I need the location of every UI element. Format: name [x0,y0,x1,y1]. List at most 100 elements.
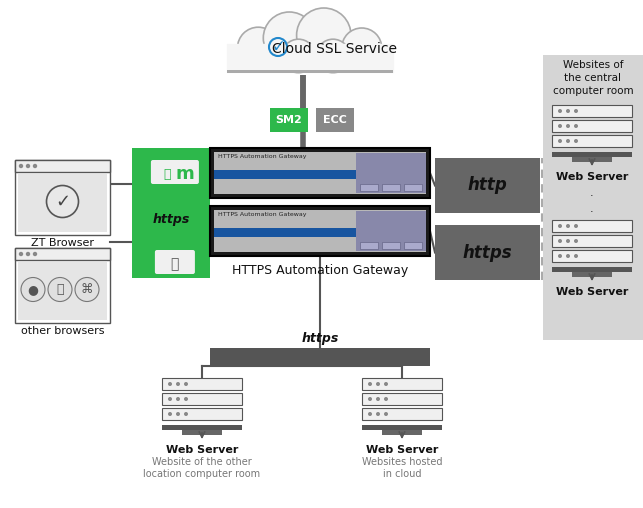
Circle shape [46,185,78,217]
Circle shape [296,8,351,62]
Circle shape [574,139,578,143]
Circle shape [184,412,188,416]
FancyBboxPatch shape [552,105,632,117]
FancyBboxPatch shape [360,184,378,191]
Circle shape [184,382,188,386]
Text: http: http [467,176,507,195]
FancyBboxPatch shape [362,408,442,420]
Circle shape [184,397,188,401]
FancyBboxPatch shape [360,242,378,249]
FancyBboxPatch shape [155,250,195,274]
Circle shape [168,397,172,401]
FancyBboxPatch shape [404,242,422,249]
FancyBboxPatch shape [18,262,107,320]
Circle shape [282,39,315,73]
Circle shape [574,124,578,128]
Circle shape [176,397,180,401]
Circle shape [33,252,37,256]
Circle shape [566,124,570,128]
Text: other browsers: other browsers [21,326,104,336]
FancyBboxPatch shape [270,108,308,132]
Text: 🔒: 🔒 [170,257,179,271]
Circle shape [574,254,578,258]
Text: https: https [152,213,190,226]
FancyBboxPatch shape [210,148,430,198]
FancyBboxPatch shape [316,108,354,132]
FancyBboxPatch shape [15,248,110,323]
Circle shape [48,277,72,302]
Circle shape [19,252,23,256]
FancyBboxPatch shape [404,184,422,191]
FancyBboxPatch shape [162,425,242,430]
FancyBboxPatch shape [362,378,442,390]
Circle shape [558,139,562,143]
Text: Cloud SSL Service: Cloud SSL Service [273,42,397,56]
Circle shape [21,277,45,302]
Circle shape [558,109,562,113]
Text: SM2: SM2 [276,115,302,125]
FancyBboxPatch shape [162,408,242,420]
FancyBboxPatch shape [151,160,199,184]
Circle shape [574,224,578,228]
FancyBboxPatch shape [15,160,110,172]
Circle shape [376,397,380,401]
FancyBboxPatch shape [382,242,400,249]
Circle shape [566,109,570,113]
Text: Web Server: Web Server [556,172,628,182]
FancyBboxPatch shape [227,71,393,73]
Text: Web Server: Web Server [166,445,238,455]
Text: .
.
.: . . . [590,172,594,214]
Circle shape [75,277,99,302]
FancyBboxPatch shape [214,228,426,237]
Circle shape [168,382,172,386]
Text: ⦵: ⦵ [56,283,64,296]
FancyBboxPatch shape [552,120,632,132]
Text: ✓: ✓ [271,38,285,56]
Circle shape [376,382,380,386]
Text: HTTPS Automation Gateway: HTTPS Automation Gateway [218,154,307,159]
FancyBboxPatch shape [214,210,426,252]
FancyBboxPatch shape [356,211,426,251]
Text: ⌘: ⌘ [81,283,93,296]
Text: https: https [463,243,512,262]
Circle shape [566,254,570,258]
Circle shape [176,412,180,416]
Circle shape [384,412,388,416]
FancyBboxPatch shape [543,55,643,340]
Circle shape [19,164,23,168]
Text: m: m [176,165,194,183]
Circle shape [237,27,279,69]
Circle shape [368,412,372,416]
Circle shape [574,239,578,243]
FancyBboxPatch shape [356,153,426,193]
FancyBboxPatch shape [382,430,422,435]
Circle shape [574,109,578,113]
FancyBboxPatch shape [18,174,107,232]
Circle shape [26,252,30,256]
Circle shape [558,239,562,243]
FancyBboxPatch shape [552,135,632,147]
FancyBboxPatch shape [552,235,632,247]
FancyBboxPatch shape [214,152,426,194]
FancyBboxPatch shape [227,44,393,72]
FancyBboxPatch shape [552,220,632,232]
Circle shape [168,412,172,416]
Circle shape [341,28,382,68]
Circle shape [566,139,570,143]
FancyBboxPatch shape [362,393,442,405]
FancyBboxPatch shape [214,170,426,179]
Text: https: https [302,332,339,345]
Circle shape [176,382,180,386]
Circle shape [316,39,350,73]
FancyBboxPatch shape [572,272,612,277]
Circle shape [566,224,570,228]
Text: HTTPS Automation Gateway: HTTPS Automation Gateway [232,264,408,277]
Text: Web Server: Web Server [366,445,438,455]
Text: ZT Browser: ZT Browser [31,238,94,248]
FancyBboxPatch shape [132,148,210,278]
Text: ECC: ECC [323,115,347,125]
FancyBboxPatch shape [15,160,110,235]
Circle shape [566,239,570,243]
FancyBboxPatch shape [15,248,110,260]
Circle shape [263,12,315,64]
